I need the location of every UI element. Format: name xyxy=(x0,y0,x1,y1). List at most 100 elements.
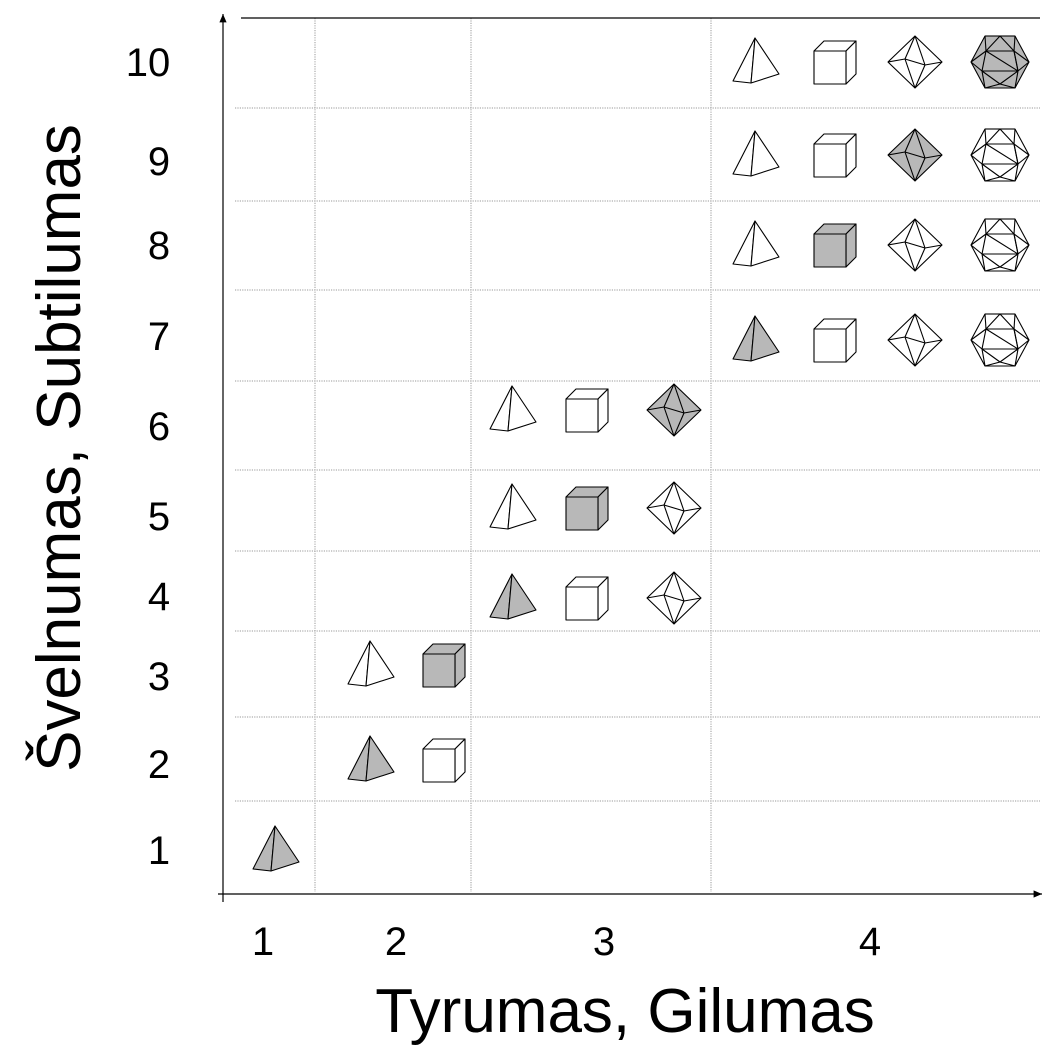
octahedron-edge xyxy=(673,510,685,535)
grid xyxy=(235,18,1040,892)
tetrahedron-face xyxy=(507,385,537,432)
icosahedron-edge xyxy=(1017,244,1030,255)
y-tick-label: 10 xyxy=(126,41,171,85)
x-tick-label: 1 xyxy=(252,920,274,964)
icosahedron-edge xyxy=(984,35,987,52)
cube-face xyxy=(422,748,456,783)
icosahedron-edge xyxy=(981,50,987,72)
octahedron-edge xyxy=(663,383,675,408)
y-tick-label: 5 xyxy=(148,495,170,539)
y-tick-label: 3 xyxy=(148,655,170,699)
cube-face xyxy=(565,586,599,621)
icosahedron-edge xyxy=(984,83,1001,89)
cube-face xyxy=(813,50,847,85)
octahedron-edge xyxy=(914,218,926,249)
cube-icon xyxy=(565,576,609,621)
octahedron-edge xyxy=(904,151,926,159)
icosahedron-edge xyxy=(984,218,987,235)
y-tick-labels: 1 2 3 4 5 6 7 8 9 10 xyxy=(126,41,171,873)
icosahedron-edge xyxy=(999,70,1019,85)
x-tick-label: 3 xyxy=(593,920,615,964)
tetrahedron-face xyxy=(507,483,537,530)
icosahedron-edge xyxy=(985,143,1019,165)
octahedron-edge xyxy=(914,342,926,367)
tetrahedron-icon xyxy=(489,573,537,620)
cube-face xyxy=(813,143,847,178)
octahedron-edge xyxy=(673,383,685,414)
icosahedron-edge xyxy=(1014,253,1019,272)
icosahedron-edge xyxy=(970,328,987,341)
icosahedron-edge xyxy=(999,128,1015,145)
y-axis-title: Švelnumas, Subtilumas xyxy=(25,124,94,772)
octahedron-edge xyxy=(663,406,685,414)
icosahedron-edge xyxy=(981,70,986,89)
octahedron-edge xyxy=(673,600,685,625)
tetrahedron-icon xyxy=(489,483,537,530)
icosahedron-edge xyxy=(970,143,987,156)
tetrahedron-face xyxy=(750,220,780,267)
icosahedron-edge xyxy=(1013,233,1030,246)
icosahedron-edge xyxy=(985,218,1001,235)
icosahedron-edge xyxy=(981,163,1001,178)
icosahedron-edge xyxy=(1013,128,1016,145)
octahedron-edge xyxy=(904,241,916,272)
icosahedron-edge xyxy=(981,348,1001,363)
octahedron-icon xyxy=(646,383,702,437)
icosahedron-edge xyxy=(984,266,1001,272)
octahedron-edge xyxy=(904,58,926,66)
icosahedron-edge xyxy=(984,176,1001,182)
icosahedron-edge xyxy=(1014,348,1019,367)
octahedron-icon xyxy=(646,571,702,625)
icosahedron-edge xyxy=(970,244,983,255)
tetrahedron-icon xyxy=(347,735,395,782)
cube-icon xyxy=(813,133,857,178)
tetrahedron-icon xyxy=(347,640,395,687)
cube-icon xyxy=(422,643,466,688)
octahedron-edge xyxy=(904,58,916,89)
icosahedron-edge xyxy=(1014,163,1019,182)
octahedron-edge xyxy=(904,336,926,344)
icosahedron-edge xyxy=(984,313,987,330)
octahedron-edge xyxy=(904,313,916,338)
tetrahedron-face xyxy=(365,735,395,782)
icosahedron-edge xyxy=(999,163,1019,178)
octahedron-edge xyxy=(646,594,665,599)
icosahedron-edge xyxy=(999,253,1019,268)
octahedron-edge xyxy=(663,481,675,506)
octahedron-edge xyxy=(663,594,685,602)
icosahedron-edge xyxy=(1013,50,1030,63)
x-tick-label: 4 xyxy=(859,920,881,964)
icosahedron-edge xyxy=(1013,328,1030,341)
icosahedron-edge xyxy=(1014,70,1019,89)
icosahedron-edge xyxy=(999,361,1016,367)
icosahedron-edge xyxy=(999,348,1019,363)
cube-icon xyxy=(565,388,609,433)
icosahedron-edge xyxy=(970,233,987,246)
octahedron-edge xyxy=(887,336,906,341)
icosahedron-edge xyxy=(981,253,986,272)
octahedron-edge xyxy=(914,313,926,344)
octahedron-icon xyxy=(887,218,943,272)
icosahedron-edge xyxy=(1013,143,1030,156)
icosahedron-edge xyxy=(1017,339,1030,350)
octahedron-edge xyxy=(924,339,943,344)
octahedron-edge xyxy=(646,504,665,509)
cube-icon xyxy=(813,40,857,85)
icosahedron-edge xyxy=(999,176,1016,182)
tetrahedron-icon xyxy=(489,385,537,432)
octahedron-edge xyxy=(683,409,702,414)
y-tick-label: 9 xyxy=(148,140,170,184)
icosahedron-face xyxy=(970,313,1030,367)
icosahedron-edge xyxy=(985,50,1019,72)
y-tick-label: 7 xyxy=(148,315,170,359)
tetrahedron-face xyxy=(507,573,537,620)
cube-icon xyxy=(422,738,466,783)
tetrahedron-face xyxy=(365,640,395,687)
tetrahedron-icon xyxy=(732,130,780,177)
y-tick-label: 6 xyxy=(148,405,170,449)
icosahedron-edge xyxy=(970,50,987,63)
tetrahedron-face xyxy=(750,37,780,84)
icosahedron-edge xyxy=(999,83,1016,89)
cube-face xyxy=(565,496,599,531)
octahedron-edge xyxy=(683,507,702,512)
